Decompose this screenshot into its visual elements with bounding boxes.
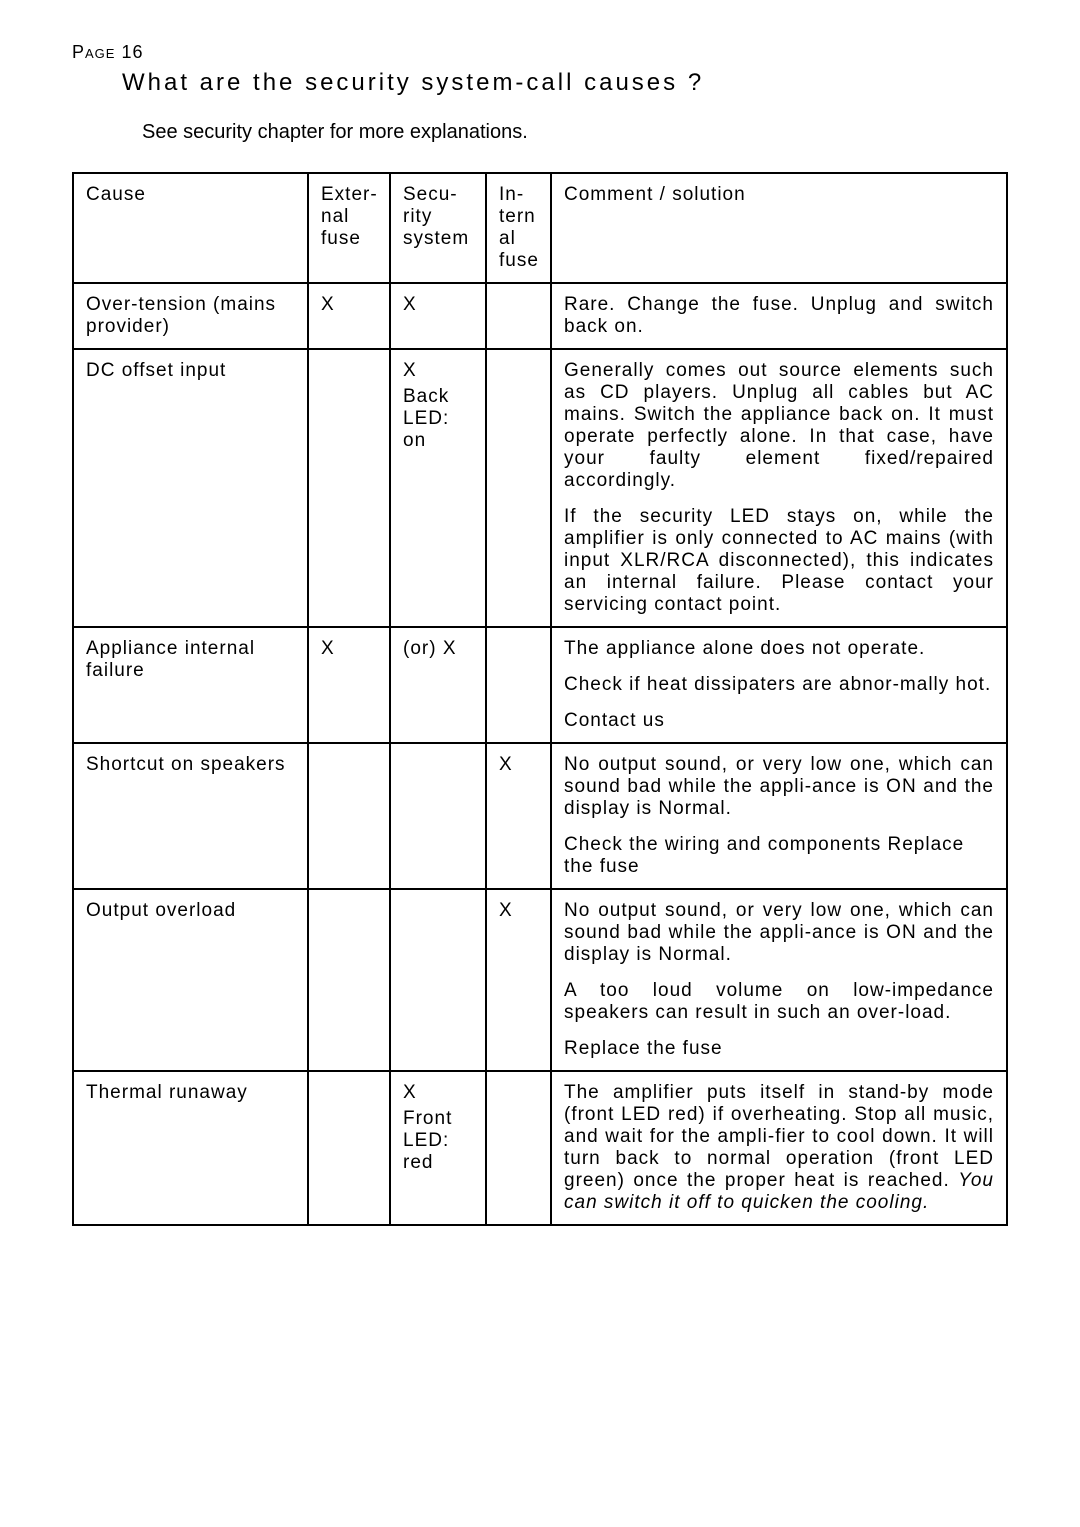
cell-external-fuse (308, 349, 390, 627)
table-row: Over-tension (mains provider)XXRare. Cha… (73, 283, 1007, 349)
cell-security-system: XBack LED: on (390, 349, 486, 627)
page-subtitle: See security chapter for more explanatio… (142, 121, 1008, 144)
cell-cause: Shortcut on speakers (73, 743, 308, 889)
col-external-fuse: Exter- nal fuse (308, 173, 390, 283)
cell-cause: Over-tension (mains provider) (73, 283, 308, 349)
cell-cause: Thermal runaway (73, 1071, 308, 1225)
table-row: Shortcut on speakers XNo output sound, or… (73, 743, 1007, 889)
cell-external-fuse (308, 743, 390, 889)
page-title: What are the security system-call causes… (122, 69, 1008, 97)
cell-internal-fuse (486, 283, 551, 349)
cell-external-fuse (308, 889, 390, 1071)
cell-security-system: XFront LED: red (390, 1071, 486, 1225)
col-internal-fuse: In- tern al fuse (486, 173, 551, 283)
cell-internal-fuse: X (486, 743, 551, 889)
table-row: Thermal runaway XFront LED: red The amplif… (73, 1071, 1007, 1225)
cell-cause: Output overload (73, 889, 308, 1071)
table-body: Over-tension (mains provider)XXRare. Cha… (73, 283, 1007, 1225)
cell-comment: The appliance alone does not operate.Che… (551, 627, 1007, 743)
cell-comment: The amplifier puts itself in stand-by mo… (551, 1071, 1007, 1225)
cell-security-system: X (390, 283, 486, 349)
table-header-row: Cause Exter- nal fuse Secu- rity system … (73, 173, 1007, 283)
cell-comment: No output sound, or very low one, which … (551, 743, 1007, 889)
table-row: Appliance internal failureX(or) X The app… (73, 627, 1007, 743)
table-row: DC offset input XBack LED: on Generally co… (73, 349, 1007, 627)
cell-comment: Rare. Change the fuse. Unplug and switch… (551, 283, 1007, 349)
cell-cause: Appliance internal failure (73, 627, 308, 743)
table-row: Output overload XNo output sound, or very… (73, 889, 1007, 1071)
cell-comment: No output sound, or very low one, which … (551, 889, 1007, 1071)
cell-internal-fuse: X (486, 889, 551, 1071)
cell-security-system: (or) X (390, 627, 486, 743)
cell-internal-fuse (486, 1071, 551, 1225)
cell-external-fuse: X (308, 627, 390, 743)
col-cause: Cause (73, 173, 308, 283)
cell-external-fuse: X (308, 283, 390, 349)
col-comment: Comment / solution (551, 173, 1007, 283)
cell-external-fuse (308, 1071, 390, 1225)
cell-internal-fuse (486, 627, 551, 743)
page-label-prefix: Page (72, 42, 115, 62)
cell-security-system (390, 889, 486, 1071)
cell-cause: DC offset input (73, 349, 308, 627)
cell-security-system (390, 743, 486, 889)
cell-internal-fuse (486, 349, 551, 627)
page-label: Page 16 (72, 42, 1008, 63)
page-number: 16 (121, 42, 143, 62)
causes-table: Cause Exter- nal fuse Secu- rity system … (72, 172, 1008, 1226)
cell-comment: Generally comes out source elements such… (551, 349, 1007, 627)
col-security-system: Secu- rity system (390, 173, 486, 283)
